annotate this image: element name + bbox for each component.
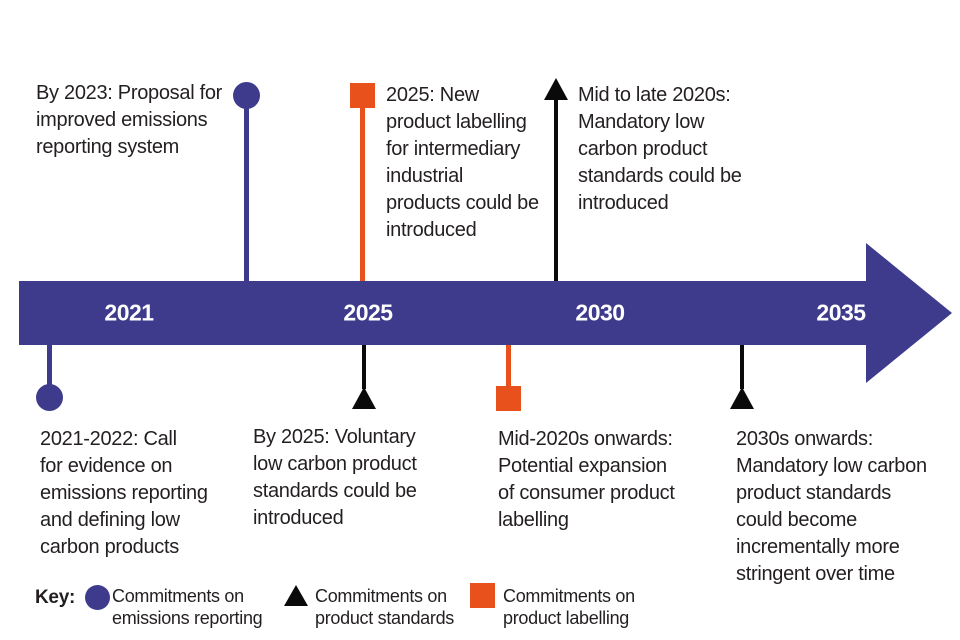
legend-triangle-marker-icon xyxy=(284,585,308,606)
legend-title: Key: xyxy=(35,587,75,608)
year-label-2021: 2021 xyxy=(104,299,154,326)
connector-bottom-standards-2025 xyxy=(362,345,366,389)
event-text-2025-new-product-labelling: 2025: New product labelling for intermed… xyxy=(386,84,539,241)
connector-top-standards xyxy=(554,96,558,281)
connector-bottom-emissions xyxy=(47,345,52,387)
connector-top-labelling xyxy=(360,100,365,281)
legend-label-product-standards: Commitments on product standards xyxy=(315,586,454,628)
connector-top-emissions xyxy=(244,95,249,281)
circle-marker-icon xyxy=(36,384,63,411)
event-text-by-2025-voluntary-standards: By 2025: Voluntary low carbon product st… xyxy=(253,426,417,529)
legend-label-product-labelling: Commitments on product labelling xyxy=(503,586,635,628)
connector-bottom-labelling xyxy=(506,345,511,387)
square-marker-icon xyxy=(496,386,521,411)
legend-circle-marker-icon xyxy=(85,585,110,610)
square-marker-icon xyxy=(350,83,375,108)
year-label-2030: 2030 xyxy=(575,299,625,326)
up-arrow-marker-icon xyxy=(544,78,568,100)
event-text-mid-late-2020s-mandatory-standards: Mid to late 2020s: Mandatory low carbon … xyxy=(578,84,742,214)
connector-bottom-standards-2030s xyxy=(740,345,744,389)
year-label-2025: 2025 xyxy=(343,299,393,326)
triangle-marker-icon xyxy=(352,387,376,409)
circle-marker-icon xyxy=(233,82,260,109)
legend-label-emissions-reporting: Commitments on emissions reporting xyxy=(112,586,263,628)
triangle-marker-icon xyxy=(730,387,754,409)
event-text-2030s-incrementally-stringent: 2030s onwards: Mandatory low carbon prod… xyxy=(736,428,927,585)
event-text-by-2023-emissions-proposal: By 2023: Proposal for improved emissions… xyxy=(36,82,223,158)
event-text-mid-2020s-consumer-labelling: Mid-2020s onwards: Potential expansion o… xyxy=(498,428,675,531)
legend-square-marker-icon xyxy=(470,583,495,608)
year-label-2035: 2035 xyxy=(816,299,866,326)
event-text-2021-2022-call-for-evidence: 2021-2022: Call for evidence on emission… xyxy=(40,428,208,558)
timeline-bar: 2021 2025 2030 2035 xyxy=(19,281,868,345)
timeline-arrowhead-icon xyxy=(866,243,952,383)
